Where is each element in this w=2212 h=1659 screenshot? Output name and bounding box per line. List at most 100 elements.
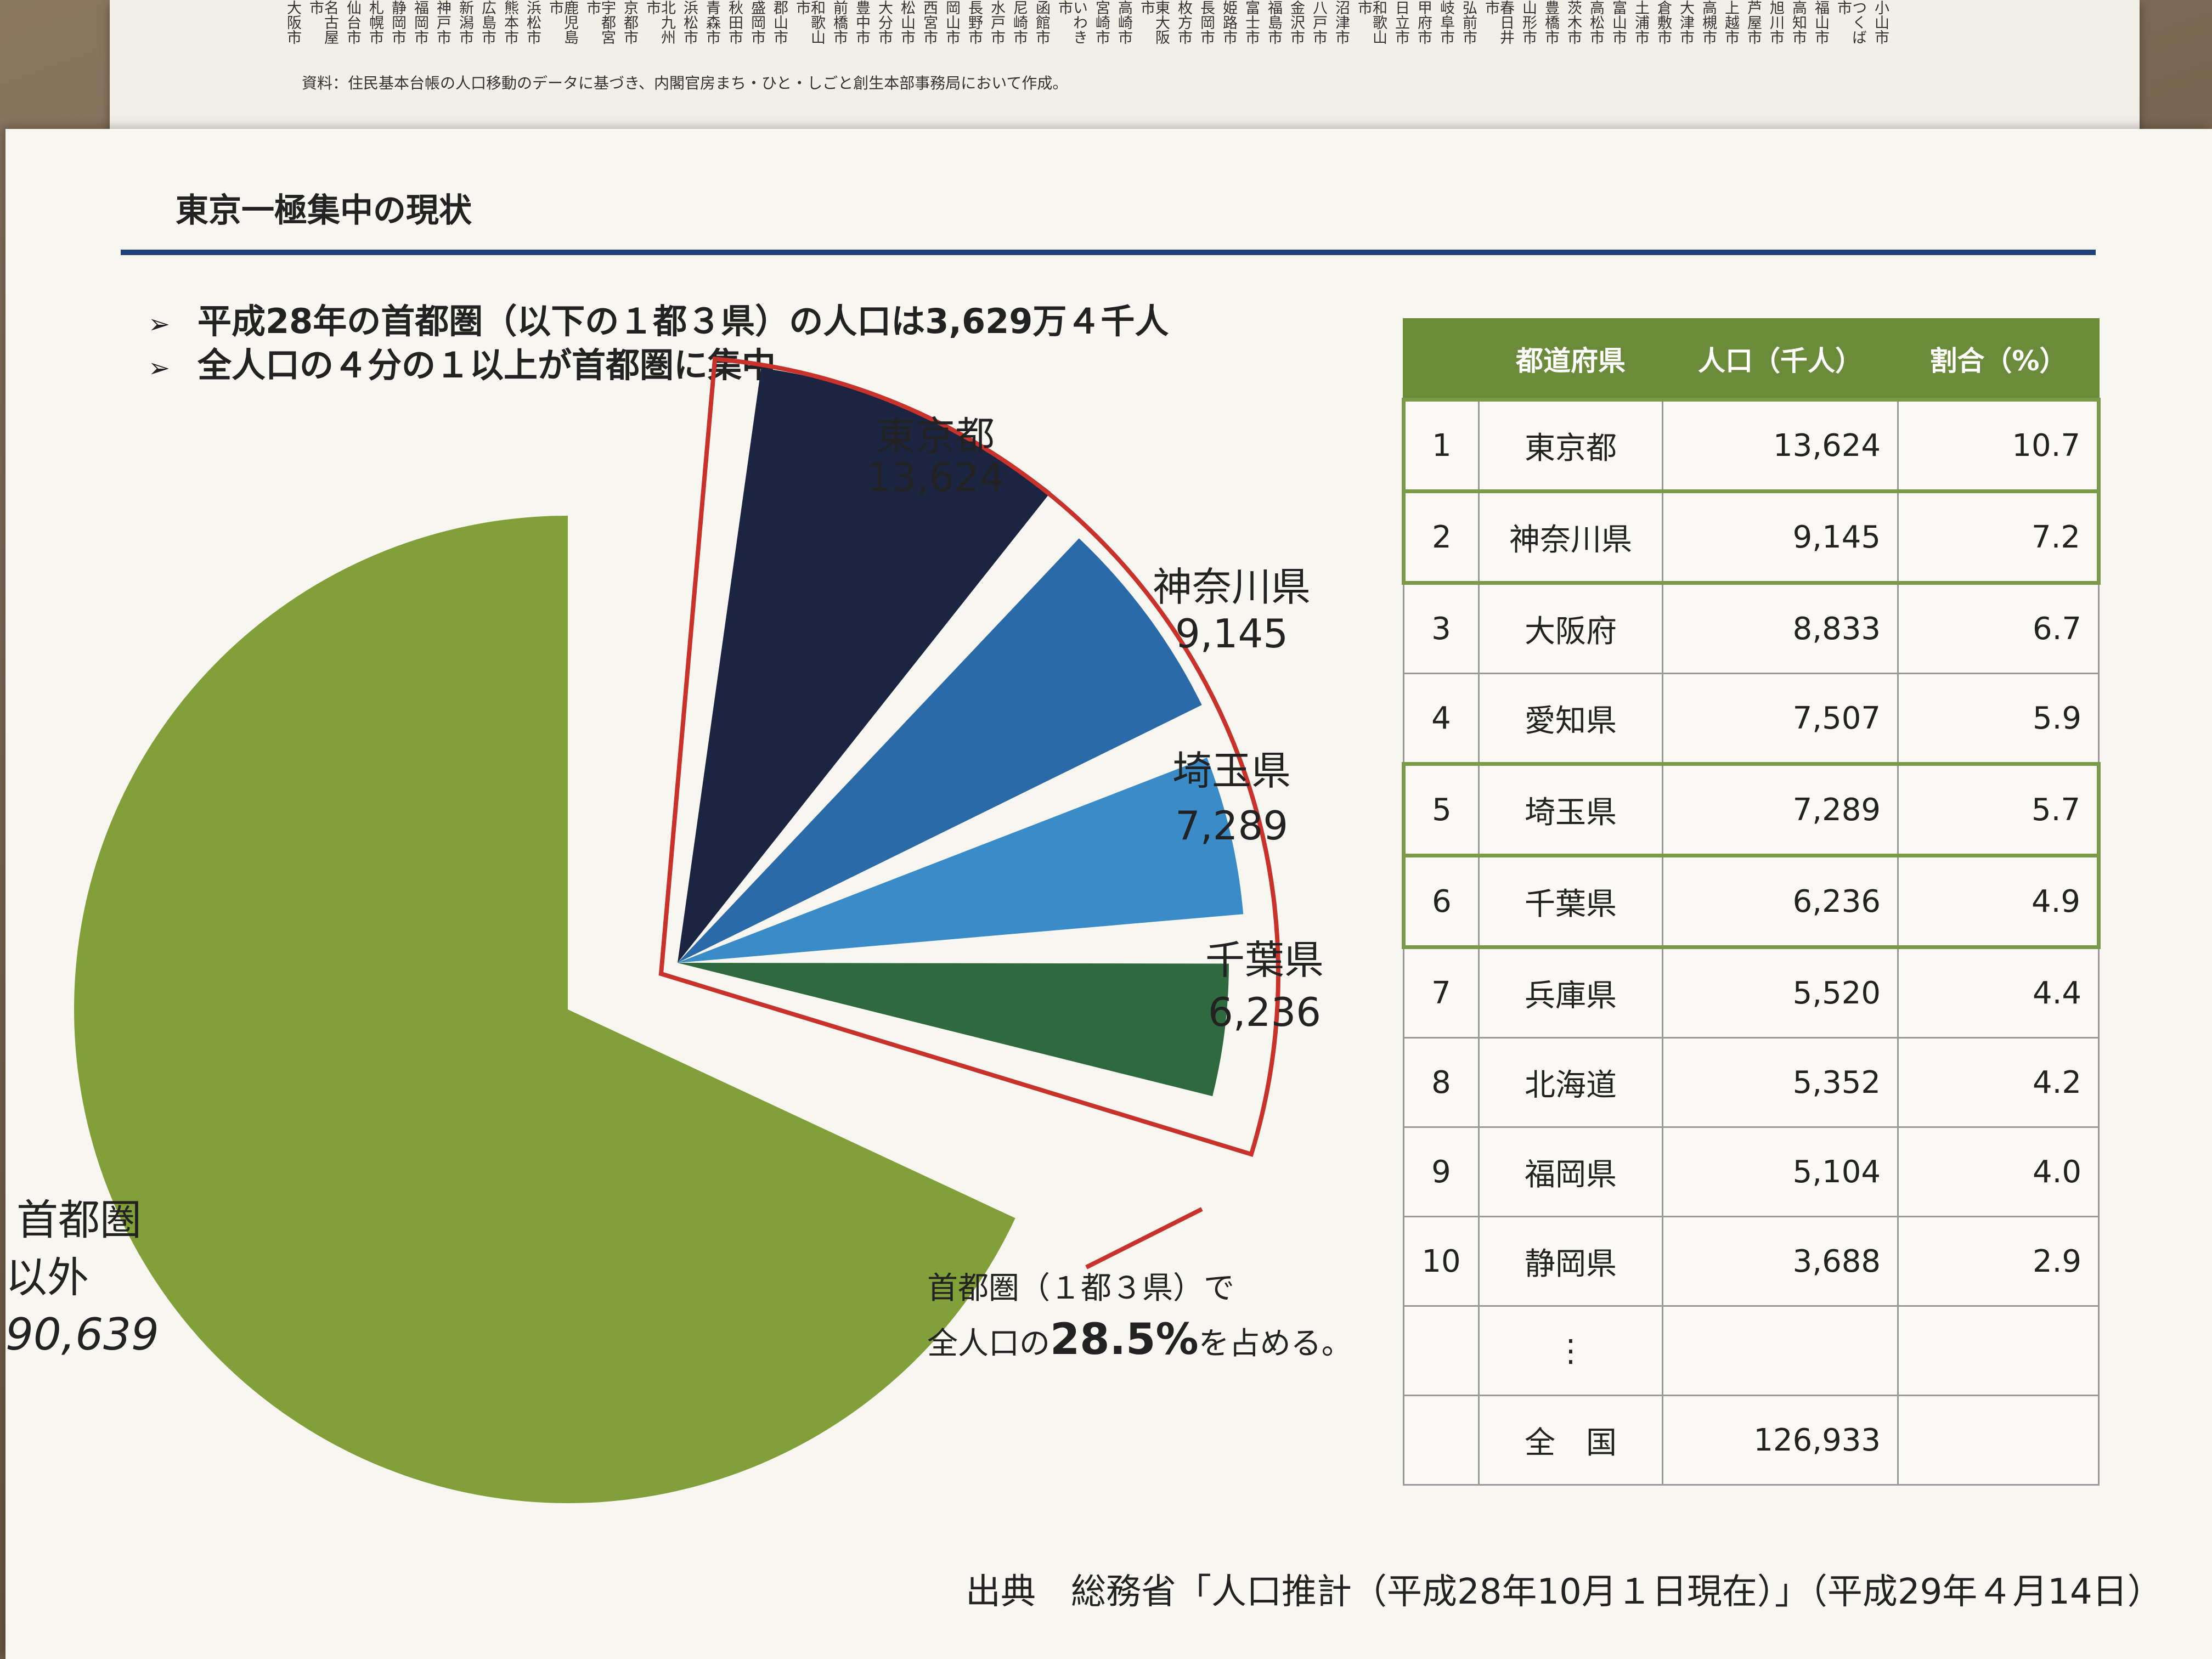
city-name: 山形市	[1520, 0, 1537, 44]
cell-pref: 東京都	[1478, 398, 1663, 493]
city-name: 長野市	[966, 0, 983, 44]
city-name: 和歌山市	[793, 0, 825, 44]
table-row: 7 兵庫県 5,520 4.4	[1403, 946, 2100, 1039]
pie-slice-other	[74, 516, 1015, 1503]
city-name: 金沢市	[1288, 0, 1305, 44]
cell-rank	[1403, 1395, 1480, 1486]
city-list: 大阪市 名古屋市 仙台市 札幌市 静岡市 福岡市 神戸市 新潟市 広島市 熊本市 浜松市 鹿児島市 宇都…	[285, 0, 2129, 55]
bullet-concentration: ➢ 全人口の４分の１以上が首都圏に集中	[148, 337, 776, 387]
city-name: 東大阪市	[1138, 0, 1170, 44]
slice-name-label: 神奈川県	[1153, 564, 1311, 610]
city-name: 静岡市	[389, 0, 406, 44]
city-name: 前橋市	[831, 0, 848, 44]
cell-pop: 5,520	[1662, 946, 1899, 1039]
cell-pref: 埼玉県	[1478, 762, 1663, 857]
city-name: 姫路市	[1220, 0, 1237, 44]
slice-name-label: 以外	[5, 1253, 89, 1302]
city-name: 和歌山市	[1355, 0, 1387, 44]
slice-name-label: 首都圏	[16, 1195, 142, 1244]
cell-pct: 6.7	[1897, 582, 2100, 674]
heading-rule	[121, 250, 2096, 255]
cell-pct: 4.9	[1897, 854, 2101, 949]
city-name: 郡山市	[771, 0, 788, 44]
cell-pref: 千葉県	[1478, 854, 1663, 949]
header-prefecture: 都道府県	[1478, 318, 1663, 400]
table-row: 3 大阪府 8,833 6.7	[1403, 582, 2100, 674]
city-name: 春日井市	[1482, 0, 1514, 44]
cell-pref: 大阪府	[1478, 582, 1663, 674]
capital-region-outline	[658, 356, 1280, 1157]
city-name: 高松市	[1587, 0, 1604, 44]
table-row: 9 福岡県 5,104 4.0	[1403, 1126, 2100, 1217]
cell-pop: 5,104	[1662, 1126, 1899, 1217]
city-name: 浜松市	[681, 0, 698, 44]
cell-pop: 126,933	[1662, 1395, 1899, 1486]
city-name: いわき市	[1056, 0, 1087, 44]
cell-rank: 4	[1403, 673, 1480, 765]
city-name: 水戸市	[988, 0, 1005, 44]
cell-pref: 愛知県	[1478, 673, 1663, 765]
pie-slice-4	[678, 963, 1229, 1097]
callout-line-2: 全人口の28.5%を占める。	[927, 1310, 1352, 1370]
city-name: 大分市	[876, 0, 893, 44]
table-row: 10 静岡県 3,688 2.9	[1403, 1216, 2100, 1307]
cell-pct: 10.7	[1897, 398, 2101, 493]
table-header-row: 都道府県 人口（千人） 割合（%）	[1403, 318, 2100, 400]
slice-value-label: 13,624	[866, 454, 1005, 500]
cell-rank: 2	[1402, 489, 1480, 585]
cell-rank: 10	[1403, 1216, 1480, 1307]
city-name: 青森市	[703, 0, 720, 44]
cell-pop: 7,507	[1662, 673, 1899, 765]
city-name: 富山市	[1610, 0, 1627, 44]
city-name: 京都市	[621, 0, 638, 44]
cell-pct: 2.9	[1897, 1216, 2100, 1307]
cell-pct: 5.7	[1897, 762, 2101, 857]
cell-pct: 5.9	[1897, 673, 2100, 765]
city-name: 富士市	[1243, 0, 1260, 44]
city-name: 高崎市	[1115, 0, 1132, 44]
city-name: 大阪市	[285, 0, 301, 44]
cell-pop: 9,145	[1662, 489, 1899, 585]
cell-pop: 5,352	[1662, 1037, 1899, 1128]
section-heading: 東京一極集中の現状	[176, 191, 472, 230]
city-name: 新潟市	[456, 0, 473, 44]
header-share: 割合（%）	[1897, 318, 2100, 400]
cell-pct	[1897, 1305, 2100, 1396]
slice-value-label: 6,236	[1208, 989, 1321, 1035]
city-name: 浜松市	[524, 0, 541, 44]
city-name: 盛岡市	[748, 0, 765, 44]
city-name: 小山市	[1872, 0, 1889, 44]
cell-pct	[1897, 1395, 2100, 1486]
city-name: 倉敷市	[1655, 0, 1672, 44]
city-name: 札幌市	[366, 0, 383, 44]
source-citation: 出典 総務省「人口推計（平成28年10月１日現在）」（平成29年４月14日）	[966, 1572, 2163, 1612]
city-name: 宇都宮市	[584, 0, 616, 44]
city-name: 福岡市	[411, 0, 428, 44]
slice-name-label: 埼玉県	[1172, 748, 1291, 794]
cell-rank: 1	[1402, 398, 1480, 493]
cell-rank: 5	[1402, 762, 1480, 857]
city-name: 神戸市	[434, 0, 451, 44]
header-rank	[1403, 318, 1480, 400]
city-name: 芦屋市	[1745, 0, 1762, 44]
slice-name-label: 東京都	[876, 413, 995, 459]
city-name: つくば市	[1835, 0, 1866, 44]
city-name: 八戸市	[1310, 0, 1327, 44]
header-population: 人口（千人）	[1662, 318, 1899, 400]
top-paper-sheet: 大阪市 名古屋市 仙台市 札幌市 静岡市 福岡市 神戸市 新潟市 広島市 熊本市 浜松市 鹿児島市 宇都…	[110, 0, 2140, 140]
city-name: 日立市	[1392, 0, 1409, 44]
cell-pop: 8,833	[1662, 582, 1899, 674]
cell-pop: 7,289	[1662, 762, 1899, 857]
table-row: 全 国 126,933	[1403, 1395, 2100, 1486]
city-name: 熊本市	[501, 0, 518, 44]
city-name: 大津市	[1677, 0, 1694, 44]
cell-pop	[1662, 1305, 1899, 1396]
city-name: 長岡市	[1198, 0, 1215, 44]
slice-name-label: 千葉県	[1205, 937, 1324, 983]
cell-pop: 3,688	[1662, 1216, 1899, 1307]
table-row: 4 愛知県 7,507 5.9	[1403, 673, 2100, 765]
bullet-arrow-icon: ➢	[148, 309, 171, 340]
city-name: 弘前市	[1460, 0, 1477, 44]
city-name: 岡山市	[943, 0, 960, 44]
